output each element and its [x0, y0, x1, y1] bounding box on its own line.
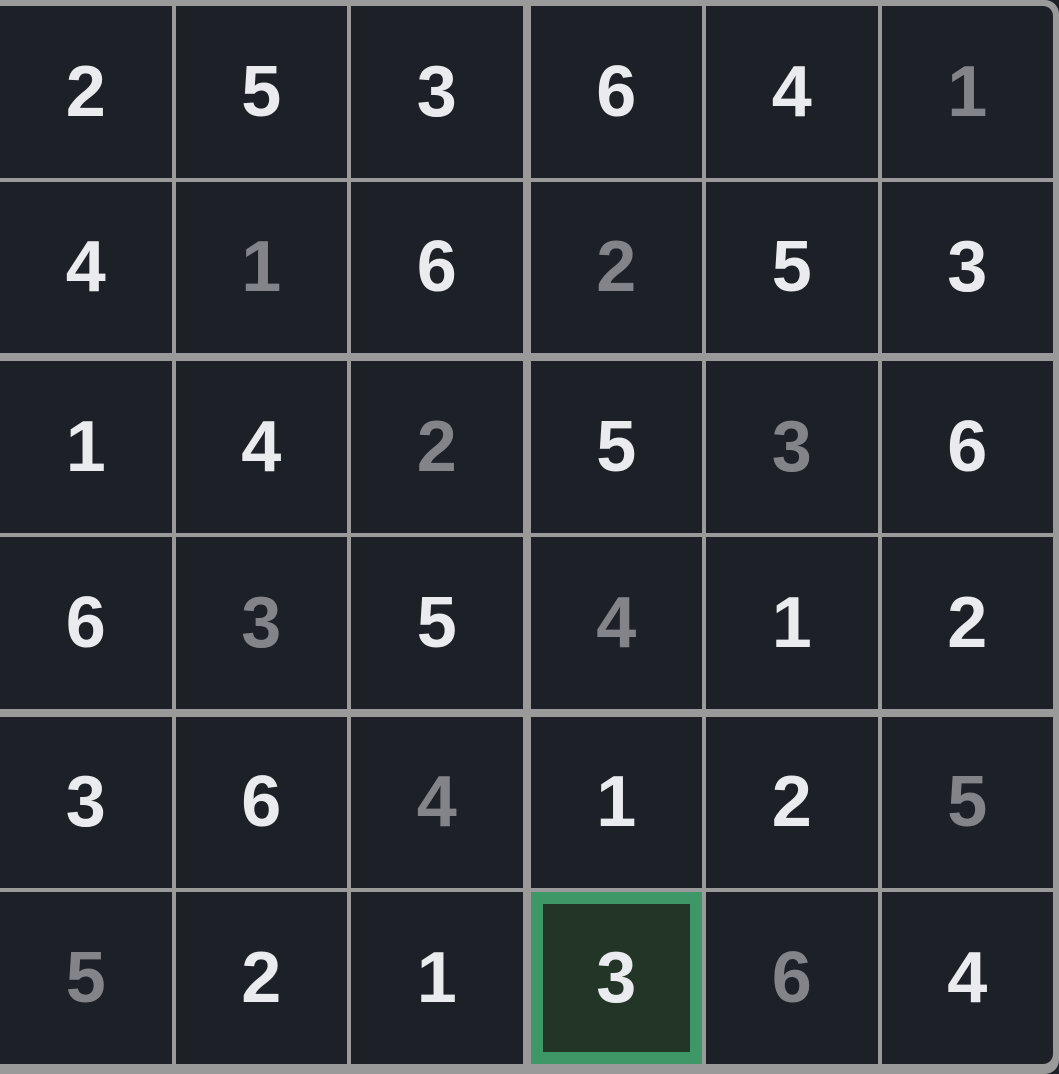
grid-cell-r5c4[interactable]: 1 [530, 716, 702, 889]
grid-cell-r5c5[interactable]: 2 [706, 716, 878, 889]
cell-digit: 1 [947, 51, 988, 132]
grid-cell-r1c1[interactable]: 2 [0, 6, 172, 178]
grid-cell-r2c6[interactable]: 3 [881, 181, 1053, 354]
grid-cell-r2c4[interactable]: 2 [530, 181, 702, 354]
grid-cell-r2c5[interactable]: 5 [706, 181, 878, 354]
grid-cell-r1c4[interactable]: 6 [530, 6, 702, 178]
cell-digit: 4 [947, 938, 988, 1019]
grid-cell-r3c1[interactable]: 1 [0, 361, 172, 533]
cell-digit: 3 [947, 227, 988, 308]
cell-digit: 5 [65, 938, 106, 1019]
cell-digit: 5 [947, 762, 988, 843]
grid-cell-r4c6[interactable]: 2 [881, 537, 1053, 709]
grid-cell-r6c2[interactable]: 2 [175, 892, 347, 1064]
grid-cell-r2c1[interactable]: 4 [0, 181, 172, 354]
grid-cell-r6c6[interactable]: 4 [881, 892, 1053, 1064]
cell-digit: 6 [771, 938, 812, 1019]
grid-cell-r3c4[interactable]: 5 [530, 361, 702, 533]
cell-digit: 6 [947, 407, 988, 488]
grid-cell-r2c3[interactable]: 6 [351, 181, 523, 354]
grid-cell-r5c3[interactable]: 4 [351, 716, 523, 889]
grid-cell-r1c6[interactable]: 1 [881, 6, 1053, 178]
cell-digit: 5 [771, 227, 812, 308]
cell-digit: 6 [596, 51, 637, 132]
cell-digit: 3 [65, 762, 106, 843]
cell-digit: 2 [416, 407, 457, 488]
cell-digit: 4 [596, 582, 637, 663]
grid-cell-r3c2[interactable]: 4 [175, 361, 347, 533]
cell-digit: 6 [241, 762, 282, 843]
grid-cell-r6c3[interactable]: 1 [351, 892, 523, 1064]
grid-cell-r4c1[interactable]: 6 [0, 537, 172, 709]
cell-digit: 6 [65, 582, 106, 663]
grid-cell-r3c3[interactable]: 2 [351, 361, 523, 533]
cell-digit: 3 [416, 51, 457, 132]
cell-digit: 3 [241, 582, 282, 663]
grid-cell-r5c1[interactable]: 3 [0, 716, 172, 889]
cell-digit: 4 [416, 762, 457, 843]
cell-digit: 3 [771, 407, 812, 488]
cell-digit: 4 [241, 407, 282, 488]
grid-cell-r5c6[interactable]: 5 [881, 716, 1053, 889]
cell-digit: 2 [241, 938, 282, 1019]
cell-digit: 4 [771, 51, 812, 132]
cell-digit: 3 [596, 938, 637, 1019]
grid-cell-r1c2[interactable]: 5 [175, 6, 347, 178]
grid-cell-r6c1[interactable]: 5 [0, 892, 172, 1064]
cell-digit: 1 [65, 407, 106, 488]
cell-digit: 1 [771, 582, 812, 663]
cell-digit: 5 [241, 51, 282, 132]
sudoku-board: 2 5 3 6 4 1 4 1 6 2 5 3 1 4 2 5 3 6 6 3 5 4 1 2 3 6 4 1 2 5 5 2 1 3 6 4 [0, 6, 1053, 1064]
grid-cell-r4c5[interactable]: 1 [706, 537, 878, 709]
cell-digit: 2 [65, 51, 106, 132]
grid-cell-r5c2[interactable]: 6 [175, 716, 347, 889]
cell-digit: 4 [65, 227, 106, 308]
cell-digit: 1 [241, 227, 282, 308]
grid-cell-r4c3[interactable]: 5 [351, 537, 523, 709]
grid-cell-r6c5[interactable]: 6 [706, 892, 878, 1064]
cell-digit: 2 [771, 762, 812, 843]
grid-cell-r4c2[interactable]: 3 [175, 537, 347, 709]
cell-digit: 6 [416, 227, 457, 308]
grid-cell-r6c4-selected[interactable]: 3 [530, 892, 702, 1064]
grid-cell-r4c4[interactable]: 4 [530, 537, 702, 709]
grid-cell-r3c6[interactable]: 6 [881, 361, 1053, 533]
grid-cell-r3c5[interactable]: 3 [706, 361, 878, 533]
grid-cell-r1c5[interactable]: 4 [706, 6, 878, 178]
cell-digit: 1 [596, 762, 637, 843]
cell-digit: 5 [596, 407, 637, 488]
cell-digit: 2 [596, 227, 637, 308]
grid-cell-r1c3[interactable]: 3 [351, 6, 523, 178]
cell-digit: 5 [416, 582, 457, 663]
grid-cell-r2c2[interactable]: 1 [175, 181, 347, 354]
cell-digit: 2 [947, 582, 988, 663]
cell-digit: 1 [416, 938, 457, 1019]
